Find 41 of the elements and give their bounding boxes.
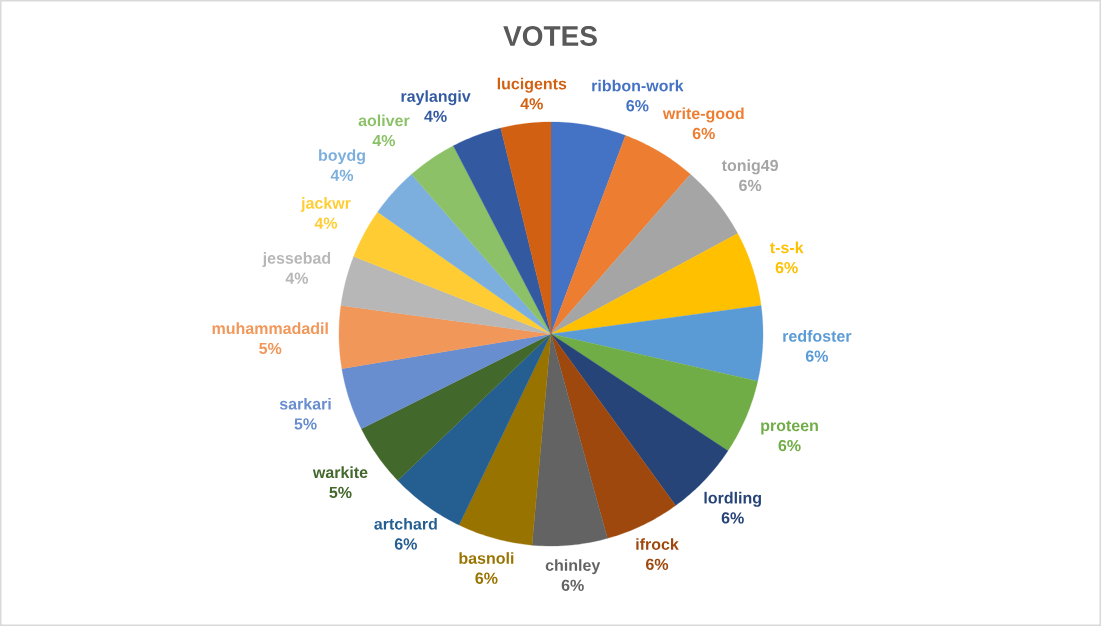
slice-label: raylangiv	[401, 90, 471, 106]
slice-label: chinley	[545, 559, 601, 575]
slice-label: basnoli	[459, 552, 514, 564]
data-label: 6%	[646, 558, 669, 570]
slice-label: ifrock	[636, 538, 679, 550]
data-label: 6%	[778, 439, 801, 452]
data-label: 6%	[626, 100, 649, 112]
data-label: 6%	[394, 538, 417, 550]
slice-label: proteen	[761, 420, 818, 435]
chart-title: VOTES	[503, 26, 597, 46]
data-label: 4%	[330, 169, 354, 181]
slice-label: jackwr	[300, 197, 351, 212]
slice-label: artchard	[374, 517, 437, 530]
slice-label: t-s-k	[769, 241, 804, 254]
data-label: 4%	[424, 110, 447, 122]
data-label: 4%	[285, 272, 309, 284]
slice-label: lucigents	[497, 77, 567, 93]
data-label: 5%	[329, 486, 352, 499]
slice-label: aoliver	[358, 114, 410, 127]
data-label: 6%	[721, 512, 744, 524]
data-label: 6%	[692, 127, 715, 140]
slice-label: warkite	[312, 466, 368, 479]
data-label: 6%	[561, 579, 584, 591]
slice-label: redfoster	[783, 330, 852, 342]
data-label: 6%	[475, 572, 498, 584]
data-label: 6%	[739, 179, 762, 192]
slice-label: tonig49	[721, 159, 778, 175]
data-label: 5%	[294, 418, 317, 430]
slice-label: boydg	[319, 149, 365, 165]
slice-label: muhammadadil	[212, 322, 328, 335]
slice-label: lordling	[704, 491, 761, 507]
data-label: 5%	[259, 342, 282, 355]
slice-label: sarkari	[279, 397, 331, 410]
data-label: 6%	[775, 261, 798, 274]
slice-label: write-good	[662, 107, 744, 123]
data-label: 4%	[314, 217, 338, 229]
data-label: 4%	[520, 98, 543, 110]
data-label: 4%	[372, 134, 396, 147]
slice-label: ribbon-work	[592, 79, 684, 92]
data-label: 6%	[805, 350, 829, 362]
slice-label: jessebad	[262, 252, 331, 267]
